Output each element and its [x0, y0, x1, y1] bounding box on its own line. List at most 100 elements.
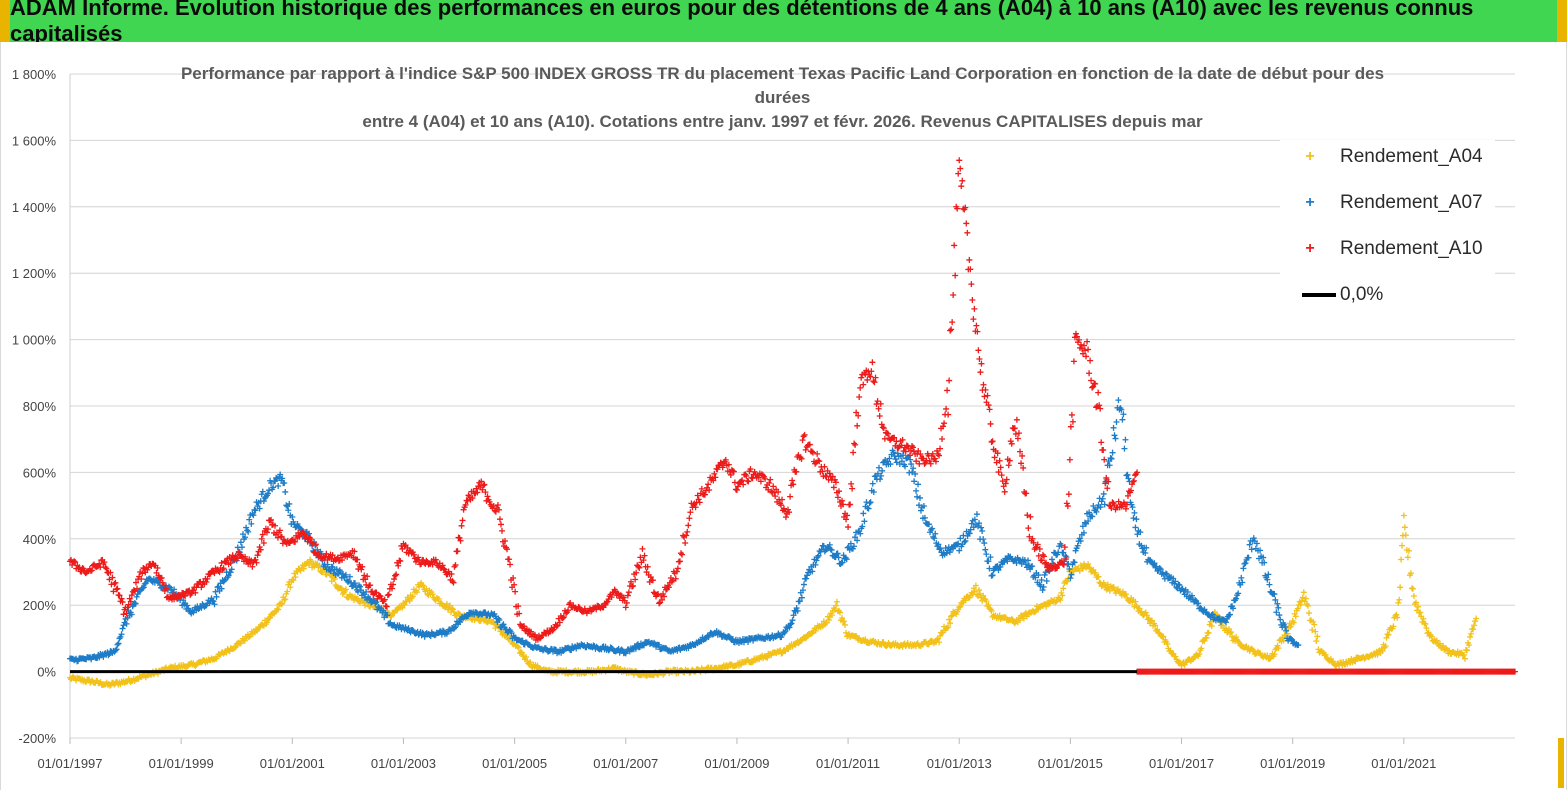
data-point — [229, 552, 236, 559]
data-point — [821, 463, 828, 470]
data-point — [937, 545, 944, 552]
data-point — [1033, 544, 1040, 551]
data-point — [301, 530, 308, 537]
data-point — [857, 530, 864, 537]
data-point — [899, 452, 906, 459]
data-point — [492, 508, 499, 515]
data-point — [989, 438, 996, 445]
data-point — [316, 562, 323, 569]
data-point — [687, 509, 694, 516]
data-point — [980, 536, 987, 543]
data-point — [854, 422, 861, 429]
data-point — [1313, 638, 1320, 645]
data-point — [1470, 626, 1477, 633]
data-point — [932, 530, 939, 537]
data-point — [1002, 480, 1009, 487]
data-point — [799, 587, 806, 594]
data-point — [1240, 565, 1247, 572]
data-point — [527, 659, 534, 666]
x-tick-label: 01/01/2001 — [260, 756, 325, 771]
data-point — [917, 451, 924, 458]
data-point — [1062, 556, 1069, 563]
data-point — [902, 448, 909, 455]
data-point — [451, 624, 458, 631]
data-point — [458, 522, 465, 529]
data-point — [738, 478, 745, 485]
data-point — [910, 465, 917, 472]
data-point — [312, 541, 319, 548]
data-point — [515, 603, 522, 610]
data-point — [480, 482, 487, 489]
y-tick-label: 1 600% — [12, 133, 57, 148]
data-point — [870, 489, 877, 496]
data-point — [1020, 615, 1027, 622]
data-point — [906, 452, 913, 459]
data-point — [608, 594, 615, 601]
chart-title-line-2: durées — [754, 88, 811, 107]
data-point — [729, 635, 736, 642]
data-point — [1067, 423, 1074, 430]
x-tick-label: 01/01/2005 — [482, 756, 547, 771]
data-point — [238, 544, 245, 551]
data-point — [1129, 504, 1136, 511]
data-point — [974, 523, 981, 530]
data-point — [1248, 546, 1255, 553]
data-point — [1018, 460, 1025, 467]
data-point — [967, 266, 974, 273]
data-point — [109, 574, 116, 581]
data-point — [1066, 456, 1073, 463]
data-point — [373, 599, 380, 606]
data-point — [1099, 495, 1106, 502]
data-point — [828, 546, 835, 553]
legend-item-a07: + Rendement_A07 — [1280, 192, 1482, 214]
data-point — [486, 498, 493, 505]
series-rendement_a10 — [67, 157, 1141, 643]
data-point — [69, 562, 76, 569]
data-point — [130, 587, 137, 594]
data-point — [162, 585, 169, 592]
series-rendement_a10_tail — [1134, 668, 1518, 675]
data-point — [1446, 647, 1453, 654]
data-point — [286, 500, 293, 507]
data-point — [1081, 342, 1088, 349]
data-point — [560, 648, 567, 655]
data-point — [1056, 595, 1063, 602]
data-point — [1023, 490, 1030, 497]
data-point — [1404, 554, 1411, 561]
data-point — [620, 594, 627, 601]
data-point — [973, 511, 980, 518]
data-point — [878, 472, 885, 479]
data-point — [1208, 611, 1215, 618]
data-point — [1110, 584, 1117, 591]
data-point — [1271, 651, 1278, 658]
data-point — [1077, 341, 1084, 348]
data-point — [1415, 603, 1422, 610]
data-point — [1384, 631, 1391, 638]
data-point — [956, 157, 963, 164]
data-point — [790, 612, 797, 619]
data-point — [921, 460, 928, 467]
data-point — [765, 486, 772, 493]
data-point — [639, 545, 646, 552]
data-point — [603, 599, 610, 606]
data-point — [661, 593, 668, 600]
data-point — [869, 359, 876, 366]
data-point — [1043, 559, 1050, 566]
data-point — [1134, 469, 1141, 476]
data-point — [1151, 560, 1158, 567]
data-point — [432, 556, 439, 563]
data-point — [850, 543, 857, 550]
data-point — [71, 558, 78, 565]
data-point — [974, 328, 981, 335]
data-point — [1512, 668, 1518, 675]
data-point — [448, 571, 455, 578]
data-point — [997, 563, 1004, 570]
data-point — [685, 645, 692, 652]
data-point — [641, 552, 648, 559]
data-point — [1018, 612, 1025, 619]
data-point — [354, 588, 361, 595]
data-point — [695, 496, 702, 503]
data-point — [804, 572, 811, 579]
data-point — [1060, 561, 1067, 568]
data-point — [559, 615, 566, 622]
